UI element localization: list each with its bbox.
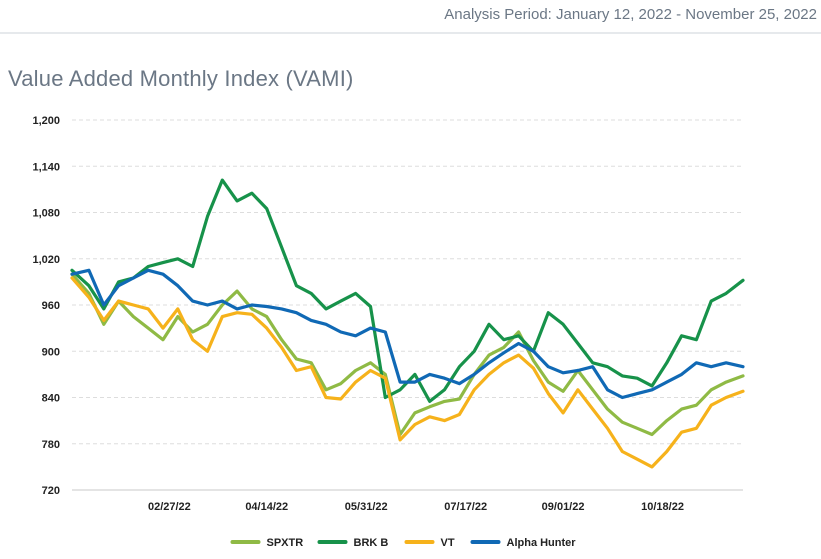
series-line-brk-b xyxy=(70,178,745,403)
series-line-alpha-hunter xyxy=(70,268,745,400)
legend-item-brk-b[interactable]: BRK B xyxy=(317,537,389,549)
y-tick-label: 720 xyxy=(42,485,60,497)
legend[interactable]: SPXTR BRK B VT Alpha Hunter xyxy=(230,537,577,549)
legend-label: VT xyxy=(441,537,455,549)
header-divider xyxy=(0,32,821,34)
x-tick-label: 02/27/22 xyxy=(148,501,191,513)
y-tick-label: 1,200 xyxy=(32,115,60,127)
x-tick-label: 07/17/22 xyxy=(444,501,487,513)
series-lines xyxy=(70,178,745,469)
x-tick-label: 05/31/22 xyxy=(345,501,388,513)
y-tick-label: 1,080 xyxy=(32,208,60,220)
y-tick-label: 900 xyxy=(42,346,60,358)
legend-label: Alpha Hunter xyxy=(507,537,577,549)
y-tick-label: 960 xyxy=(42,300,60,312)
x-tick-label: 10/18/22 xyxy=(641,501,684,513)
legend-label: SPXTR xyxy=(267,537,304,549)
x-tick-label: 09/01/22 xyxy=(542,501,585,513)
series-line-vt xyxy=(70,276,745,469)
analysis-period: Analysis Period: January 12, 2022 - Nove… xyxy=(444,6,817,23)
legend-item-alpha-hunter[interactable]: Alpha Hunter xyxy=(470,537,577,549)
x-axis: 02/27/22 04/14/22 05/31/22 07/17/22 09/01/22… xyxy=(72,489,743,513)
y-axis: 720 780 840 900 960 1,020 1,080 1,140 1,200 xyxy=(32,115,60,497)
y-tick-label: 1,020 xyxy=(32,254,60,266)
chart-title: Value Added Monthly Index (VAMI) xyxy=(8,66,354,91)
x-tick-label: 04/14/22 xyxy=(245,501,288,513)
legend-label: BRK B xyxy=(354,537,389,549)
legend-item-spxtr[interactable]: SPXTR xyxy=(230,537,304,549)
y-tick-label: 1,140 xyxy=(32,161,60,173)
series-line-spxtr xyxy=(70,272,745,437)
y-tick-label: 840 xyxy=(42,393,60,405)
vami-chart: 720 780 840 900 960 1,020 1,080 1,140 1,200 02/2… xyxy=(32,115,745,549)
y-tick-label: 780 xyxy=(42,439,60,451)
legend-item-vt[interactable]: VT xyxy=(404,537,455,549)
